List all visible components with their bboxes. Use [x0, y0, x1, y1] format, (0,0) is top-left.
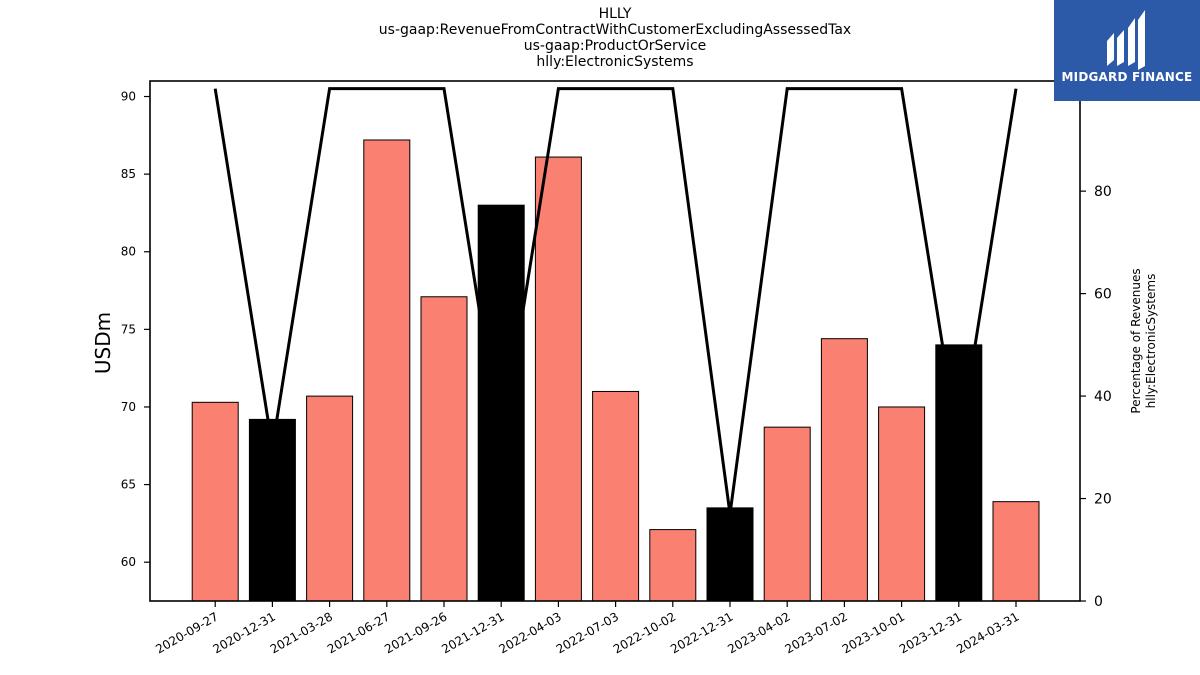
- bar-2022-07-03: [592, 390, 640, 602]
- x-tick-label-2021-03-28: 2021-03-28: [268, 609, 335, 656]
- y2-tick-label-60: 60: [1094, 287, 1112, 303]
- y-tick-label-60: 60: [121, 555, 136, 569]
- x-tick-label-2024-03-31: 2024-03-31: [954, 609, 1021, 656]
- chart-title-block: HLLY us-gaap:RevenueFromContractWithCust…: [30, 6, 1200, 70]
- bar-2021-03-28: [306, 395, 354, 602]
- y-tick-label-75: 75: [121, 322, 136, 336]
- bar-2024-03-31: [992, 501, 1040, 602]
- bar-2021-09-26: [420, 296, 468, 602]
- midgard-finance-logo: MIDGARD FINANCE: [1054, 0, 1200, 101]
- chart-title-axis: us-gaap:ProductOrService: [523, 38, 707, 54]
- y2-tick-label-20: 20: [1094, 492, 1112, 508]
- y-tick-label-90: 90: [121, 90, 136, 104]
- bar-2023-04-02: [763, 426, 811, 602]
- x-tick-label-2023-04-02: 2023-04-02: [725, 609, 792, 656]
- y2-axis-label-line-1: Percentage of Revenues: [1129, 268, 1143, 413]
- x-tick-label-2022-04-03: 2022-04-03: [496, 609, 563, 656]
- x-tick-label-2021-12-31: 2021-12-31: [439, 609, 506, 656]
- x-tick-label-2022-07-03: 2022-07-03: [554, 609, 621, 656]
- x-tick-label-2021-09-26: 2021-09-26: [382, 609, 449, 656]
- y-tick-label-65: 65: [121, 478, 136, 492]
- y-tick-label-70: 70: [121, 400, 136, 414]
- y-tick-label-85: 85: [121, 167, 136, 181]
- y2-tick-label-80: 80: [1094, 184, 1112, 200]
- y2-tick-label-0: 0: [1094, 594, 1103, 610]
- x-tick-label-2023-12-31: 2023-12-31: [897, 609, 964, 656]
- y-axis-label: USDm: [91, 312, 115, 374]
- bar-2022-10-02: [649, 529, 697, 602]
- bar-2023-07-02: [820, 338, 868, 602]
- chart-title-member: hlly:ElectronicSystems: [536, 54, 694, 70]
- bar-2021-12-31: [477, 204, 525, 602]
- x-tick-label-2023-07-02: 2023-07-02: [782, 609, 849, 656]
- bar-2023-10-01: [878, 406, 926, 602]
- chart-title-ticker: HLLY: [598, 6, 632, 22]
- y2-axis-label-line-2: hlly:ElectronicSystems: [1144, 274, 1158, 409]
- bar-2023-12-31: [935, 344, 983, 602]
- x-tick-label-2020-09-27: 2020-09-27: [153, 609, 220, 656]
- x-tick-label-2023-10-01: 2023-10-01: [840, 609, 907, 656]
- logo-text: MIDGARD FINANCE: [1061, 70, 1193, 84]
- midgard-logo-icon: [1107, 10, 1145, 70]
- bar-2022-12-31: [706, 507, 754, 602]
- bar-2020-12-31: [248, 418, 296, 602]
- x-tick-label-2022-10-02: 2022-10-02: [611, 609, 678, 656]
- y2-tick-label-40: 40: [1094, 389, 1112, 405]
- chart-title-concept: us-gaap:RevenueFromContractWithCustomerE…: [378, 22, 852, 38]
- bar-2020-09-27: [191, 401, 239, 602]
- percentage-line: [213, 87, 1018, 515]
- bar-2021-06-27: [363, 139, 411, 602]
- x-tick-label-2020-12-31: 2020-12-31: [210, 609, 277, 656]
- x-tick-label-2022-12-31: 2022-12-31: [668, 609, 735, 656]
- y-tick-label-80: 80: [121, 245, 136, 259]
- bar-2022-04-03: [534, 156, 582, 602]
- x-tick-label-2021-06-27: 2021-06-27: [325, 609, 392, 656]
